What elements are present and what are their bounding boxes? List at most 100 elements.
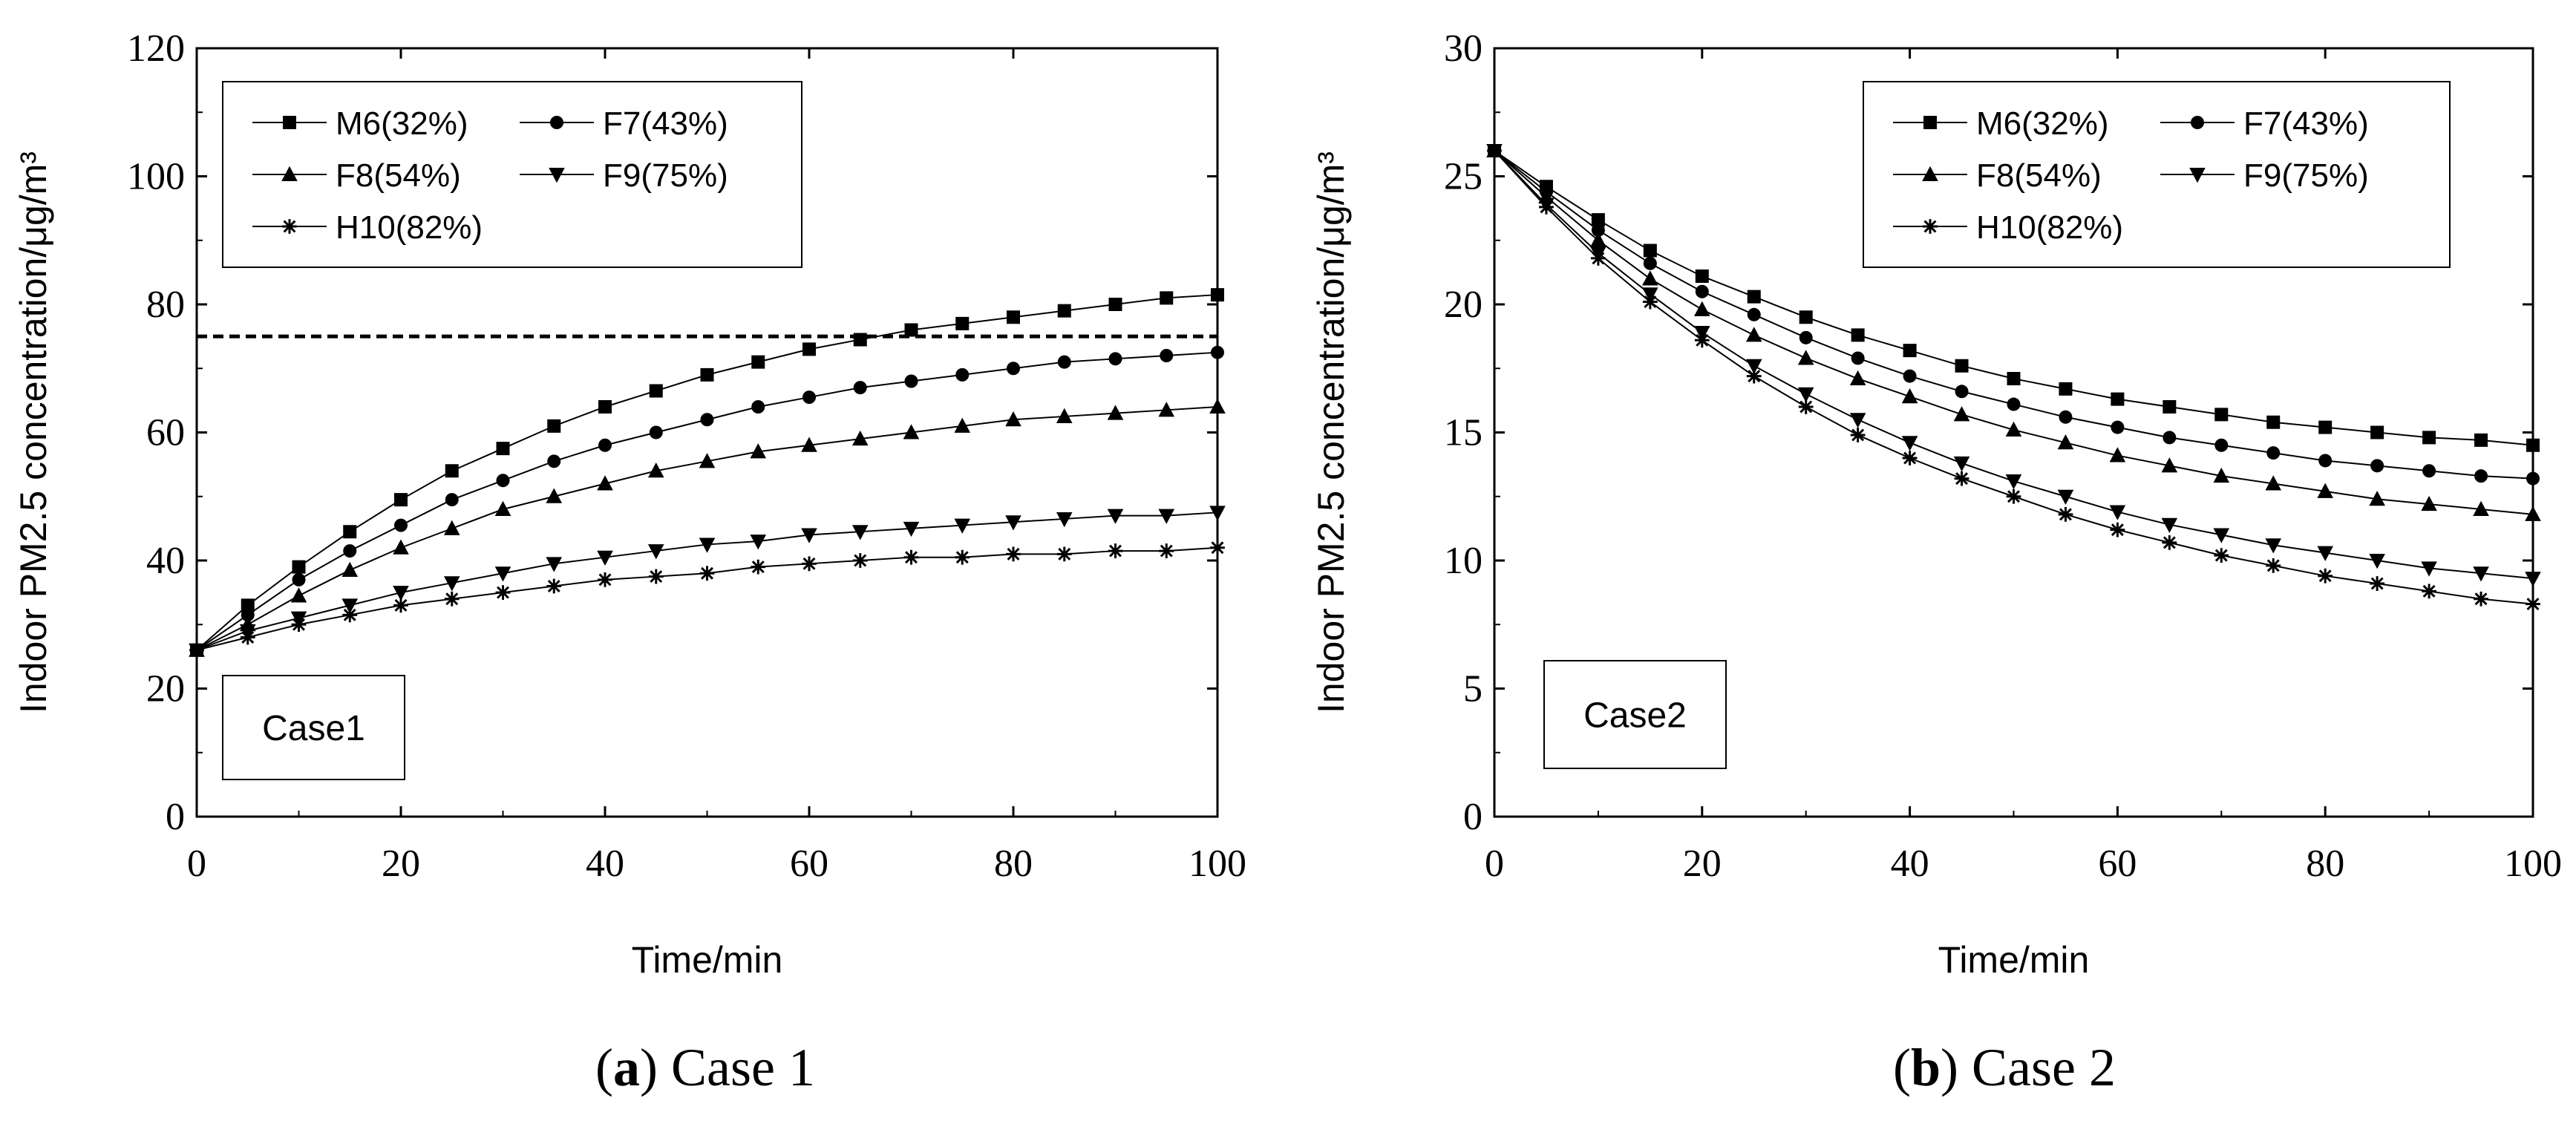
data-point [2317,483,2333,498]
data-point [1209,506,1226,521]
data-point [291,617,307,633]
legend-label: F8(54%) [1976,157,2102,194]
data-point [2214,548,2229,563]
data-point [903,521,920,537]
data-point [1007,362,1020,376]
x-tick-label: 0 [1485,843,1504,885]
data-point [2422,464,2436,478]
series-f9-75 [189,506,1226,658]
data-point [2422,431,2436,445]
data-point [2214,438,2229,452]
data-point [852,553,868,568]
data-point [750,443,767,459]
x-tick-label: 0 [187,843,206,885]
data-point [394,518,408,532]
legend-item: F7(43%) [2160,105,2369,142]
data-point [2213,528,2230,543]
data-point [2057,489,2074,505]
data-point [546,557,563,572]
data-point [1903,369,1917,383]
data-point [1158,402,1175,417]
data-point [1057,355,1071,369]
chart-panel-case-2: 0 20 40 60 80 100 0 5 10 15 20 25 30 Time/min Indoor P… [1310,27,2562,1097]
data-point [2005,421,2022,437]
data-point [443,576,460,592]
data-point [1746,368,1762,384]
data-point [954,518,971,534]
x-tick-label: 80 [994,843,1033,885]
data-point [1591,251,1606,266]
data-point [342,607,358,623]
data-point [445,464,459,478]
data-point [598,572,612,587]
data-point [2163,431,2177,445]
data-point [1799,310,1813,324]
data-point [2318,454,2333,468]
y-tick-label: 30 [1444,27,1482,70]
data-point [2474,469,2488,483]
data-point [445,493,459,507]
data-point [394,493,408,507]
y-tick-label: 20 [1444,284,1482,326]
legend: M6(32%) F7(43%) F8(54%) F9(75%) H10(82%) [222,81,802,268]
legend-item: H10(82%) [252,209,483,246]
legend-item: F9(75%) [520,157,728,194]
data-point [598,400,612,414]
data-point [598,438,612,452]
data-point [2265,475,2282,491]
data-point [444,591,460,607]
y-tick-label: 100 [127,156,185,198]
data-point [2059,382,2073,396]
data-point [1901,388,1918,404]
data-point [1160,349,1174,362]
x-tick-label: 40 [586,843,624,885]
data-point [2161,457,2178,473]
data-point [1159,543,1174,558]
data-point [801,528,817,543]
data-point [1695,269,1709,284]
data-point [1642,270,1658,286]
caption-open-paren: ( [595,1038,613,1097]
data-point [597,550,613,566]
data-point [647,463,664,478]
data-point [1158,509,1175,524]
data-point [954,417,971,433]
data-point [1591,213,1605,227]
caption-text: Case 1 [658,1038,815,1097]
data-point [1539,200,1554,215]
data-point [2422,584,2436,599]
data-point [1953,406,1970,422]
data-point [1487,143,1502,158]
legend-item: F8(54%) [1893,157,2102,194]
data-point [496,474,510,488]
legend-marker [1923,219,1938,234]
data-point [1211,345,1224,359]
data-point [2111,420,2125,434]
data-point [1745,327,1762,342]
case-label: Case2 [1583,696,1687,736]
x-tick-label: 40 [1891,843,1929,885]
data-point [2110,522,2125,537]
data-point [1797,387,1814,402]
y-tick-label: 25 [1444,156,1482,198]
data-point [1056,408,1073,423]
y-tick-label: 80 [146,284,185,326]
data-point [1954,471,1969,486]
series-f8-54 [189,398,1226,657]
data-point [2007,372,2021,386]
y-tick-label: 0 [1463,796,1482,838]
data-point [853,333,867,347]
series-f8-54 [1486,142,2541,521]
data-point [2161,517,2178,533]
data-point [1590,232,1606,247]
data-point [1797,350,1814,365]
data-point [1006,546,1021,562]
caption-letter: b [1911,1038,1941,1097]
data-point [904,374,918,388]
data-point [801,437,817,452]
y-tick-label: 5 [1463,668,1482,710]
data-point [341,598,359,614]
data-point [494,500,511,516]
data-point [1850,428,1866,442]
data-point [1955,385,1969,399]
